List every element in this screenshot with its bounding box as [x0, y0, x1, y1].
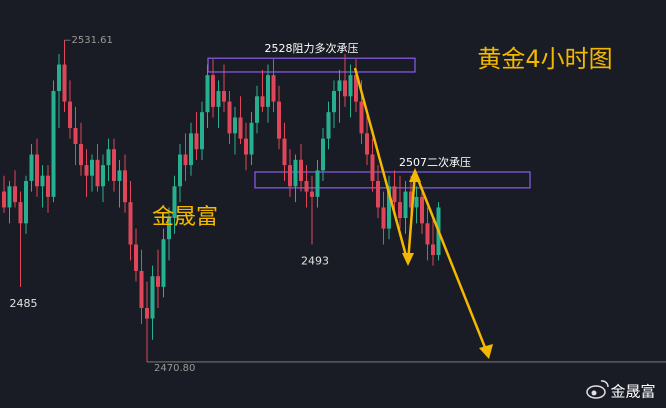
- price-label: 2485: [10, 297, 38, 310]
- brand: 金晟富: [610, 383, 655, 401]
- price-label: 2531.61: [72, 35, 113, 46]
- candle-body: [414, 196, 419, 208]
- arrow-path: [353, 67, 490, 356]
- chart-title: 黄金4小时图: [477, 45, 612, 73]
- arrow-head: [409, 168, 421, 182]
- candle-body: [167, 218, 171, 240]
- candle-body: [266, 75, 270, 107]
- candle-body: [24, 180, 28, 224]
- candle-body: [398, 202, 402, 219]
- candle-body: [244, 138, 248, 155]
- candle-body: [7, 186, 12, 208]
- candle-body: [101, 165, 105, 187]
- candle-body: [271, 75, 276, 102]
- candle-body: [326, 112, 331, 139]
- plot: 2528阻力多次承压 2507二次承压 2531.61 2470.80 2485 2493: [2, 35, 666, 374]
- candle-body: [128, 202, 133, 245]
- candle-body: [431, 244, 435, 256]
- candle-body: [238, 117, 243, 139]
- candle-body: [376, 180, 380, 208]
- candle-body: [62, 64, 67, 102]
- zone-label: 2528阻力多次承压: [265, 41, 359, 55]
- resistance-zone: [207, 57, 416, 73]
- candle-body: [343, 80, 347, 97]
- candle-body: [282, 138, 287, 166]
- candle-body: [365, 133, 369, 155]
- candle-body: [370, 154, 375, 181]
- candle-body: [178, 154, 182, 187]
- candle-body: [205, 75, 210, 113]
- candle-body: [29, 154, 34, 181]
- candle-body: [84, 165, 89, 176]
- zone-label: 2507二次承压: [399, 155, 471, 169]
- candle-body: [18, 202, 23, 224]
- candle-body: [337, 80, 342, 92]
- candle-body: [348, 75, 353, 97]
- candle-body: [95, 159, 100, 187]
- candle-body: [90, 159, 94, 176]
- candle-body: [260, 96, 265, 107]
- candle-body: [183, 154, 188, 166]
- candle-body: [277, 101, 281, 139]
- arrow-head: [402, 253, 414, 266]
- price-label: 2493: [301, 254, 329, 267]
- candle-body: [46, 175, 50, 197]
- candle-body: [222, 91, 226, 102]
- candle-body: [156, 276, 160, 287]
- candle-body: [315, 170, 320, 197]
- candle-body: [172, 186, 177, 219]
- candle-body: [409, 191, 413, 208]
- arrow-head: [479, 344, 493, 359]
- candle-body: [117, 170, 122, 181]
- candle-body: [51, 91, 56, 197]
- candle-body: [194, 133, 199, 150]
- candle-body: [304, 180, 309, 192]
- candle-body: [200, 112, 204, 150]
- candle-body: [189, 133, 193, 166]
- candle-body: [145, 307, 149, 319]
- candle-body: [139, 270, 144, 308]
- candle-body: [403, 191, 408, 219]
- candle-body: [134, 244, 138, 271]
- candle-body: [73, 128, 78, 144]
- candle-body: [40, 175, 45, 187]
- candle-body: [227, 101, 232, 134]
- candle-body: [310, 191, 314, 197]
- price-label: 2470.80: [154, 363, 195, 374]
- candle-body: [112, 149, 116, 181]
- candle-body: [387, 186, 391, 229]
- candle-body: [216, 91, 221, 107]
- candle-body: [381, 207, 386, 229]
- candle-body: [392, 186, 397, 203]
- watermark: 金晟富: [152, 205, 218, 230]
- weibo-logo: [586, 380, 609, 399]
- candle-body: [13, 186, 17, 203]
- candle-body: [123, 170, 127, 203]
- candle-body: [359, 101, 364, 134]
- candle-body: [57, 64, 61, 92]
- candle-body: [161, 239, 166, 287]
- candle-body: [288, 165, 292, 187]
- candle-body: [150, 276, 155, 319]
- candle-body: [2, 191, 6, 208]
- candle-body: [79, 143, 83, 166]
- candle-body: [255, 96, 259, 123]
- candle-body: [249, 122, 254, 155]
- candle-body: [425, 223, 430, 245]
- candle-body: [420, 196, 424, 224]
- candle-body: [354, 75, 358, 102]
- candle-body: [332, 91, 336, 113]
- candle-body: [299, 159, 303, 181]
- candle-body: [211, 75, 215, 107]
- candle-body: [233, 117, 237, 134]
- candle-body: [35, 154, 39, 187]
- candle-body: [68, 101, 72, 129]
- candle-body: [106, 149, 111, 166]
- candle-body: [321, 138, 325, 171]
- candle-body: [293, 159, 298, 187]
